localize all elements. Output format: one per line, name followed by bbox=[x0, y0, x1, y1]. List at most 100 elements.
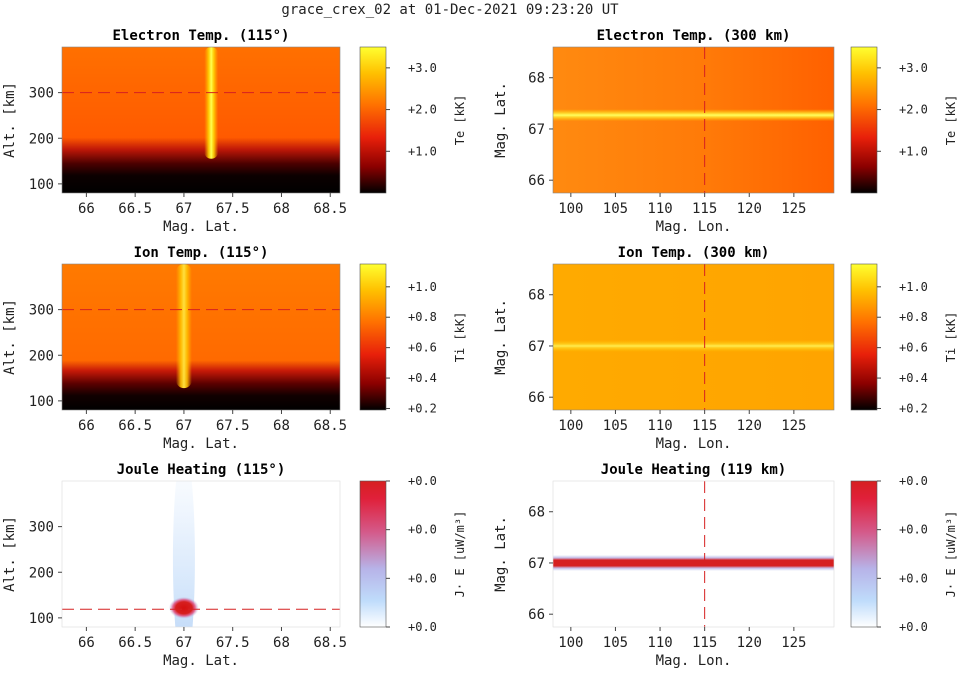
x-tick-label: 67.5 bbox=[216, 201, 250, 217]
plot-frame bbox=[552, 263, 835, 411]
y-tick-label: 67 bbox=[528, 556, 545, 572]
colorbar-tick-label: +0.6 bbox=[899, 341, 928, 355]
x-tick-label: 66 bbox=[78, 201, 95, 217]
colorbar-tick-label: +0.0 bbox=[408, 523, 437, 537]
plot-area bbox=[62, 481, 340, 627]
x-tick-label: 68 bbox=[273, 201, 290, 217]
panel-title: Electron Temp. (115°) bbox=[112, 28, 289, 44]
colorbar-tick-label: +0.0 bbox=[899, 523, 928, 537]
x-tick-label: 100 bbox=[558, 635, 583, 651]
panel-title: Ion Temp. (115°) bbox=[134, 245, 269, 261]
heatmap-hot-stripe bbox=[204, 47, 219, 159]
x-tick-label: 120 bbox=[737, 635, 762, 651]
colorbar-tick-label: +3.0 bbox=[408, 61, 437, 75]
x-tick-label: 110 bbox=[647, 418, 672, 434]
x-tick-label: 125 bbox=[781, 635, 806, 651]
x-tick-label: 120 bbox=[737, 418, 762, 434]
panel-ti_map: Ion Temp. (300 km) 100 105 110 115 120 125 Mag.… bbox=[493, 245, 958, 452]
plot-frame bbox=[61, 480, 341, 628]
colorbar-gradient bbox=[359, 263, 387, 411]
plot-frame bbox=[61, 46, 341, 194]
panel-title: Ion Temp. (300 km) bbox=[618, 245, 770, 261]
colorbar: +1.0 +2.0 +3.0 Te [kK] bbox=[359, 46, 467, 194]
plot-frame bbox=[61, 263, 341, 411]
plot-area bbox=[553, 264, 834, 410]
y-axis-label: Alt. [km] bbox=[2, 82, 18, 158]
heatmap-background bbox=[553, 264, 834, 410]
y-axis-label: Alt. [km] bbox=[2, 516, 18, 592]
plot-area bbox=[62, 264, 340, 410]
x-tick-label: 67 bbox=[176, 635, 193, 651]
heatmap-background bbox=[62, 481, 340, 627]
y-tick-label: 66 bbox=[528, 607, 545, 623]
colorbar-label: Te [kK] bbox=[453, 95, 467, 146]
x-tick-label: 66 bbox=[78, 418, 95, 434]
x-tick-label: 68 bbox=[273, 418, 290, 434]
panel-te_alt: Electron Temp. (115°) 66 66.5 67 67.5 68 68.5 M… bbox=[2, 28, 467, 235]
y-tick-label: 200 bbox=[29, 348, 54, 364]
colorbar-tick-label: +0.0 bbox=[408, 571, 437, 585]
colorbar-label: Te [kK] bbox=[944, 95, 958, 146]
colorbar-tick-label: +0.6 bbox=[408, 341, 437, 355]
colorbar: +1.0 +2.0 +3.0 Te [kK] bbox=[850, 46, 958, 194]
colorbar-label: Ti [kK] bbox=[944, 312, 958, 363]
plot-area bbox=[62, 47, 340, 193]
x-tick-label: 66.5 bbox=[118, 635, 152, 651]
y-tick-label: 300 bbox=[29, 520, 54, 536]
colorbar-tick-label: +0.4 bbox=[408, 371, 437, 385]
x-tick-label: 115 bbox=[692, 418, 717, 434]
y-tick-label: 300 bbox=[29, 86, 54, 102]
colorbar-label: Ti [kK] bbox=[453, 312, 467, 363]
x-tick-label: 125 bbox=[781, 201, 806, 217]
y-tick-label: 200 bbox=[29, 131, 54, 147]
colorbar-tick-label: +1.0 bbox=[408, 280, 437, 294]
x-tick-label: 100 bbox=[558, 418, 583, 434]
colorbar-tick-label: +0.2 bbox=[899, 401, 928, 415]
colorbar-tick-label: +1.0 bbox=[899, 144, 928, 158]
colorbar-tick-label: +2.0 bbox=[899, 103, 928, 117]
colorbar-gradient bbox=[359, 46, 387, 194]
y-tick-label: 300 bbox=[29, 303, 54, 319]
colorbar-tick-label: +0.0 bbox=[899, 571, 928, 585]
panel-title: Joule Heating (119 km) bbox=[601, 462, 786, 478]
y-tick-label: 100 bbox=[29, 611, 54, 627]
x-tick-label: 125 bbox=[781, 418, 806, 434]
colorbar-tick-label: +1.0 bbox=[408, 144, 437, 158]
colorbar-tick-label: +0.0 bbox=[899, 620, 928, 634]
heating-plume bbox=[172, 481, 195, 627]
y-axis-label: Alt. [km] bbox=[2, 299, 18, 375]
x-tick-label: 115 bbox=[692, 201, 717, 217]
colorbar: +0.0 +0.0 +0.0 +0.0 J· E [uW/m³] bbox=[850, 474, 958, 634]
plot-area bbox=[553, 47, 834, 193]
colorbar-tick-label: +0.2 bbox=[408, 401, 437, 415]
x-tick-label: 67.5 bbox=[216, 418, 250, 434]
heatmap-background bbox=[62, 264, 340, 410]
x-tick-label: 105 bbox=[603, 635, 628, 651]
y-tick-label: 66 bbox=[528, 390, 545, 406]
colorbar-gradient bbox=[850, 480, 878, 628]
heating-core bbox=[168, 596, 199, 619]
x-tick-label: 66 bbox=[78, 635, 95, 651]
panel-joule_map: Joule Heating (119 km) 100 105 110 115 120 125… bbox=[493, 462, 958, 669]
x-axis-label: Mag. Lat. bbox=[163, 653, 239, 669]
y-tick-label: 200 bbox=[29, 565, 54, 581]
x-axis-label: Mag. Lat. bbox=[163, 436, 239, 452]
x-axis-label: Mag. Lon. bbox=[656, 219, 732, 235]
panel-te_map: Electron Temp. (300 km) 100 105 110 115 120 12… bbox=[493, 28, 958, 235]
y-tick-label: 68 bbox=[528, 71, 545, 87]
x-tick-label: 67 bbox=[176, 418, 193, 434]
x-tick-label: 68.5 bbox=[313, 418, 347, 434]
colorbar-tick-label: +2.0 bbox=[408, 103, 437, 117]
x-tick-label: 66.5 bbox=[118, 418, 152, 434]
x-tick-label: 115 bbox=[692, 635, 717, 651]
heatmap-background bbox=[553, 481, 834, 627]
plot-frame bbox=[552, 480, 835, 628]
panel-title: Electron Temp. (300 km) bbox=[597, 28, 791, 44]
colorbar-label: J· E [uW/m³] bbox=[453, 511, 467, 598]
x-axis-label: Mag. Lon. bbox=[656, 653, 732, 669]
panel-joule_alt: Joule Heating (115°) 66 66.5 67 67.5 68 68.5 Ma… bbox=[2, 462, 467, 669]
y-tick-label: 67 bbox=[528, 339, 545, 355]
colorbar-tick-label: +1.0 bbox=[899, 280, 928, 294]
colorbar-gradient bbox=[359, 480, 387, 628]
